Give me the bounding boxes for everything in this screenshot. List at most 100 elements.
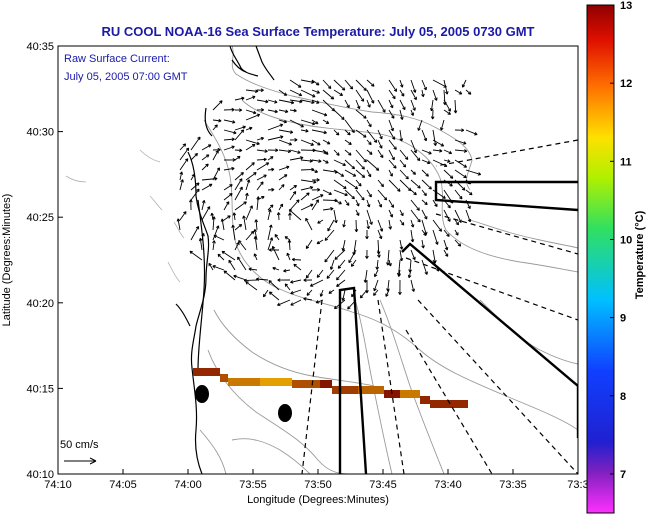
current-vector xyxy=(443,159,451,163)
beam-east-dashed-2 xyxy=(435,213,578,255)
current-vector xyxy=(377,199,383,208)
current-vector xyxy=(454,89,463,95)
current-vector xyxy=(432,129,438,146)
current-vector xyxy=(399,79,404,88)
current-vector xyxy=(443,99,451,112)
current-vector xyxy=(245,143,256,151)
current-vector xyxy=(429,99,434,112)
current-vector xyxy=(267,123,284,131)
current-vector xyxy=(388,159,397,169)
current-vector xyxy=(388,89,396,100)
current-vector xyxy=(228,259,236,271)
current-vector xyxy=(454,239,462,247)
current-vector xyxy=(366,159,380,171)
current-vector xyxy=(439,119,445,131)
current-vector xyxy=(179,158,189,171)
current-vector xyxy=(388,79,398,92)
current-vector xyxy=(348,249,357,264)
current-vector xyxy=(410,209,421,223)
current-vector xyxy=(317,219,324,224)
current-vector xyxy=(245,281,258,291)
current-vector xyxy=(306,289,313,296)
x-tick-label: 73:3 xyxy=(567,479,588,491)
current-vector xyxy=(248,267,258,272)
current-vector xyxy=(267,187,275,192)
current-vector xyxy=(410,79,417,93)
current-vector xyxy=(212,124,218,131)
current-vector xyxy=(311,178,320,182)
current-vector xyxy=(234,223,243,231)
current-vector xyxy=(333,189,348,197)
current-vector xyxy=(278,119,288,124)
current-vector xyxy=(333,149,340,156)
colorbar-ticks: 7 8 9 10 11 12 13 xyxy=(610,0,632,481)
current-vector xyxy=(201,206,211,221)
current-vector xyxy=(454,139,467,145)
x-axis-ticks: 74:10 74:05 74:00 73:55 73:50 73:45 73:40 73:35… xyxy=(44,469,589,491)
current-vector xyxy=(410,199,420,211)
current-vector xyxy=(276,212,281,221)
current-vector xyxy=(366,209,373,225)
current-vector xyxy=(268,280,280,291)
current-vector xyxy=(278,149,292,154)
current-vector xyxy=(366,139,372,146)
current-vector xyxy=(322,79,332,90)
current-vector xyxy=(179,211,187,221)
current-vector xyxy=(256,136,265,141)
current-vector xyxy=(454,209,462,223)
current-vector xyxy=(300,139,315,146)
current-vector xyxy=(278,89,288,96)
current-vector xyxy=(366,119,372,128)
current-vector xyxy=(256,149,268,153)
current-vector xyxy=(278,165,290,171)
current-vector xyxy=(443,229,450,237)
current-vector xyxy=(231,224,236,241)
current-vector xyxy=(336,269,346,281)
current-vector xyxy=(465,89,472,95)
current-vector xyxy=(311,99,320,104)
current-vector xyxy=(355,179,362,187)
current-vector xyxy=(410,249,416,261)
radar-station-1 xyxy=(195,385,209,403)
scale-arrow xyxy=(64,457,97,465)
current-vector xyxy=(344,139,352,146)
current-vector xyxy=(333,179,347,190)
current-vector xyxy=(212,118,222,123)
x-tick-label: 73:35 xyxy=(499,479,527,491)
current-vector xyxy=(366,189,372,198)
current-vector xyxy=(388,179,401,192)
current-vector xyxy=(300,185,314,191)
current-vector xyxy=(322,206,334,211)
current-vector xyxy=(253,253,258,261)
current-vector xyxy=(432,89,438,101)
current-vector xyxy=(267,204,274,211)
current-vector xyxy=(443,249,449,257)
current-vector xyxy=(220,218,225,231)
current-vector xyxy=(421,259,428,275)
current-vector xyxy=(322,159,329,164)
current-vector xyxy=(399,239,404,250)
current-vector xyxy=(288,212,292,221)
y-axis-ticks: 40:10 40:15 40:20 40:25 40:30 40:35 xyxy=(26,41,63,481)
current-vector xyxy=(344,179,359,190)
current-vector xyxy=(217,253,225,261)
current-vector xyxy=(277,299,291,307)
current-vector xyxy=(454,219,460,226)
current-vector xyxy=(255,277,269,282)
current-vector xyxy=(267,109,278,114)
y-tick-label: 40:20 xyxy=(26,298,54,310)
current-vector xyxy=(278,129,294,134)
beam-east-solid xyxy=(434,180,578,212)
current-vector xyxy=(355,149,367,163)
current-vector xyxy=(399,149,409,161)
current-vector xyxy=(443,209,451,222)
current-vector xyxy=(344,169,357,177)
colorbar-tick-label: 11 xyxy=(620,156,632,168)
current-vector xyxy=(300,192,310,201)
current-vector xyxy=(305,269,313,279)
current-vector xyxy=(223,270,236,281)
current-vector xyxy=(350,259,357,267)
current-vector xyxy=(300,79,315,84)
current-vectors xyxy=(176,79,482,310)
